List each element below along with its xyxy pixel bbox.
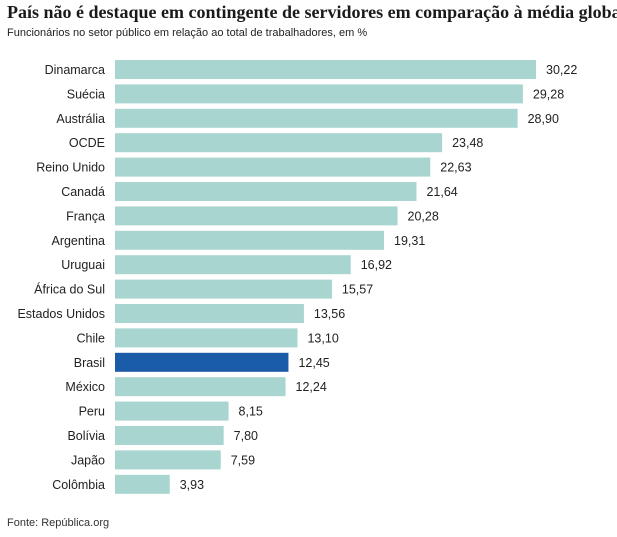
category-label-franca: França: [66, 209, 105, 223]
category-label-brasil: Brasil: [74, 356, 105, 370]
bar-mexico: [115, 377, 286, 397]
category-label-japao: Japão: [71, 453, 105, 467]
category-label-suecia: Suécia: [67, 87, 105, 101]
category-label-mexico: México: [65, 380, 105, 394]
value-label-brasil: 12,45: [298, 356, 329, 370]
value-label-ocde: 23,48: [452, 136, 483, 150]
bar-estados-unidos: [115, 304, 304, 323]
bar-franca: [115, 206, 398, 226]
bar-brasil: [115, 352, 289, 372]
value-label-canada: 21,64: [426, 185, 457, 199]
value-label-africa-do-sul: 15,57: [342, 283, 373, 297]
value-label-australia: 28,90: [528, 112, 559, 126]
bar-suecia: [115, 84, 523, 104]
bar-peru: [115, 401, 229, 421]
category-label-estados-unidos: Estados Unidos: [17, 307, 105, 321]
value-label-estados-unidos: 13,56: [314, 307, 345, 321]
value-label-chile: 13,10: [307, 331, 338, 345]
value-label-dinamarca: 30,22: [546, 63, 577, 77]
bar-canada: [115, 182, 417, 201]
value-label-franca: 20,28: [408, 209, 439, 223]
value-label-bolivia: 7,80: [234, 429, 258, 443]
bar-japao: [115, 450, 221, 470]
category-label-dinamarca: Dinamarca: [45, 63, 105, 77]
bar-africa-do-sul: [115, 279, 332, 299]
bar-dinamarca: [115, 60, 536, 79]
bar-argentina: [115, 230, 385, 250]
chart-subtitle: Funcionários no setor público em relação…: [7, 27, 368, 39]
chart-title: País não é destaque em contingente de se…: [7, 2, 617, 22]
bar-ocde: [115, 133, 443, 153]
value-label-suecia: 29,28: [533, 87, 564, 101]
category-label-australia: Austrália: [56, 112, 105, 126]
value-label-reino-unido: 22,63: [440, 161, 471, 175]
bar-chile: [115, 328, 298, 348]
bar-colombia: [115, 474, 170, 494]
category-label-reino-unido: Reino Unido: [36, 161, 105, 175]
category-label-argentina: Argentina: [51, 234, 105, 248]
bar-uruguai: [115, 255, 351, 275]
value-label-uruguai: 16,92: [361, 258, 392, 272]
category-label-peru: Peru: [79, 405, 105, 419]
category-label-colombia: Colômbia: [52, 478, 105, 492]
category-label-chile: Chile: [77, 331, 106, 345]
value-label-colombia: 3,93: [180, 478, 204, 492]
value-label-mexico: 12,24: [296, 380, 327, 394]
value-label-argentina: 19,31: [394, 234, 425, 248]
bar-bolivia: [115, 426, 224, 445]
source-note: Fonte: República.org: [7, 517, 110, 529]
category-label-ocde: OCDE: [69, 136, 105, 150]
category-label-bolivia: Bolívia: [67, 429, 105, 443]
bar-reino-unido: [115, 157, 431, 177]
value-label-peru: 8,15: [239, 405, 263, 419]
category-label-africa-do-sul: África do Sul: [34, 282, 105, 297]
bar-australia: [115, 108, 518, 128]
category-label-canada: Canadá: [61, 185, 105, 199]
value-label-japao: 7,59: [231, 453, 255, 467]
category-label-uruguai: Uruguai: [61, 258, 105, 272]
